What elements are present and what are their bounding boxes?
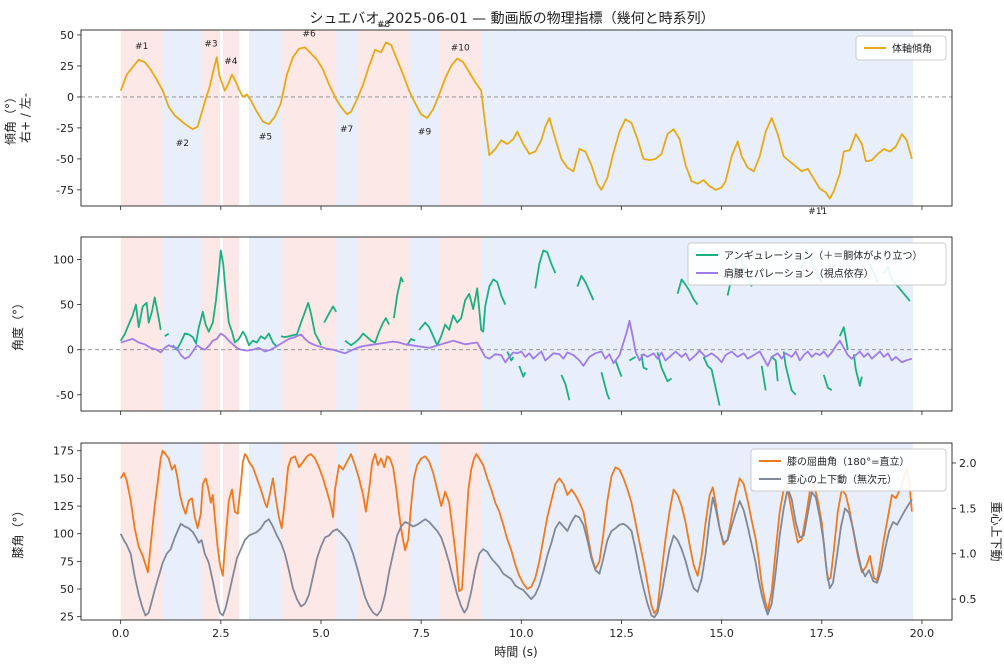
- y-tick-right-label: 1.0: [959, 548, 977, 561]
- x-tick-label: 2.5: [212, 627, 230, 640]
- y-tick-label: 0: [67, 91, 74, 104]
- segment-band: [409, 443, 440, 620]
- x-tick-label: 5.0: [312, 627, 330, 640]
- series-line-angulation-0: [119, 247, 911, 406]
- y-axis-label: 角度（°）: [10, 297, 25, 351]
- segment-band: [336, 30, 358, 206]
- y-tick-label: 100: [53, 528, 74, 541]
- legend-label: 肩腰セパレーション（視点依存）: [724, 267, 874, 280]
- series-line-knee-1: [119, 487, 913, 619]
- segment-label: #3: [204, 40, 217, 50]
- y-tick-label: 125: [53, 500, 74, 513]
- y-tick-right-label: 1.5: [959, 502, 977, 515]
- axes-frame: [80, 29, 953, 207]
- segment-band: [162, 237, 202, 411]
- panel-angulation: -50 0 50 100 角度（°） アンギュレーション（＋＝胴体がより立つ） 肩腰セパレー…: [10, 236, 953, 415]
- y-tick-label: 25: [60, 611, 74, 624]
- segment-band: [248, 30, 283, 206]
- segment-label: #8: [377, 20, 391, 30]
- figure-title: シュエバオ_2025-06-01 — 動画版の物理指標（幾何と時系列）: [309, 11, 714, 27]
- segment-band: [439, 443, 482, 620]
- segment-band: [162, 443, 202, 620]
- x-tick-label: 10.0: [509, 627, 534, 640]
- segment-band: [409, 30, 440, 206]
- segment-band: [222, 30, 239, 206]
- segment-band: [222, 443, 239, 620]
- y-tick-label: 50: [60, 299, 74, 312]
- segment-band: [439, 237, 482, 411]
- segment-band: [282, 237, 337, 411]
- y-tick-label: -50: [56, 153, 74, 166]
- segment-label: #4: [224, 57, 238, 67]
- x-tick-label: 12.5: [609, 627, 634, 640]
- segment-band: [282, 30, 337, 206]
- x-tick-label: 7.5: [412, 627, 430, 640]
- segment-band: [439, 30, 482, 206]
- legend-label: アンギュレーション（＋＝胴体がより立つ）: [724, 249, 923, 262]
- y-axis-label: 膝角（°）: [11, 504, 25, 558]
- segment-label: #5: [259, 133, 272, 143]
- panels: -75 -50 -25 0 25 50 傾角（°） 右+ / 左- #1 #2 #3 #4 #5 #6 #7…: [4, 20, 1004, 640]
- segment-band: [120, 30, 163, 206]
- segment-band: [222, 237, 239, 411]
- segment-band: [162, 30, 202, 206]
- y-tick-label: 50: [60, 29, 74, 42]
- y-tick-label: 175: [53, 445, 74, 458]
- segment-label: #6: [303, 30, 317, 40]
- segment-band: [357, 30, 410, 206]
- segment-band: [481, 30, 914, 206]
- x-axis-label: 時間 (s): [494, 645, 537, 659]
- y-tick-label: 150: [53, 472, 74, 485]
- y-tick-label: -75: [56, 184, 74, 197]
- segment-label: #11: [808, 207, 827, 217]
- panel-knee: 25 50 75 100 125 150 175 0.5 1.0 1.5 2.0 重心上下動 0.0 2.…: [11, 442, 1003, 640]
- legend-label: 体軸傾角: [892, 42, 932, 55]
- legend-label: 重心の上下動（無次元）: [787, 473, 897, 486]
- axes-frame: [80, 442, 953, 621]
- x-tick-label: 17.5: [810, 627, 835, 640]
- segment-band: [248, 237, 283, 411]
- legend-tilt: 体軸傾角: [855, 35, 947, 61]
- y-axis-right-label: 重心上下動: [989, 501, 1003, 561]
- segment-band: [336, 443, 358, 620]
- y-axis-label: 傾角（°）: [4, 91, 18, 145]
- segment-label: #9: [418, 128, 432, 138]
- x-tick-label: 15.0: [709, 627, 734, 640]
- x-tick-label: 20.0: [910, 627, 935, 640]
- y-tick-label: -50: [56, 389, 74, 402]
- y-tick-label: 50: [60, 583, 74, 596]
- legend-label: 膝の屈曲角（180°=直立）: [787, 455, 909, 468]
- y-tick-label: 100: [53, 254, 74, 267]
- legend-box: [687, 242, 947, 286]
- y-axis-label: 右+ / 左-: [18, 93, 33, 143]
- series-line-knee-0: [119, 449, 913, 615]
- segment-label: #2: [176, 139, 189, 149]
- segment-label: #7: [340, 125, 353, 135]
- y-tick-label: 75: [60, 555, 74, 568]
- legend-box: [750, 448, 947, 492]
- legend-box: [855, 35, 947, 61]
- segment-band: [357, 237, 410, 411]
- legend-angulation: アンギュレーション（＋＝胴体がより立つ） 肩腰セパレーション（視点依存）: [687, 242, 947, 286]
- panel-tilt: -75 -50 -25 0 25 50 傾角（°） 右+ / 左- #1 #2 #3 #4 #5 #6 #7…: [4, 20, 953, 217]
- segment-band: [201, 30, 221, 206]
- y-tick-right-label: 0.5: [959, 593, 977, 606]
- y-tick-label: -25: [56, 122, 74, 135]
- y-tick-label: 25: [60, 60, 74, 73]
- series-line-angulation-1: [120, 319, 913, 367]
- y-tick-right-label: 2.0: [959, 457, 977, 470]
- segment-band: [201, 237, 221, 411]
- segment-label: #1: [135, 42, 148, 52]
- segment-band: [201, 443, 221, 620]
- axes-frame: [80, 236, 953, 412]
- x-tick-label: 0.0: [112, 627, 130, 640]
- series-line-tilt-0: [119, 41, 913, 200]
- segment-band: [336, 237, 358, 411]
- segment-band: [120, 443, 163, 620]
- y-tick-label: 0: [67, 344, 74, 357]
- segment-band: [120, 237, 163, 411]
- segment-label: #10: [451, 43, 470, 53]
- legend-knee: 膝の屈曲角（180°=直立） 重心の上下動（無次元）: [750, 448, 947, 492]
